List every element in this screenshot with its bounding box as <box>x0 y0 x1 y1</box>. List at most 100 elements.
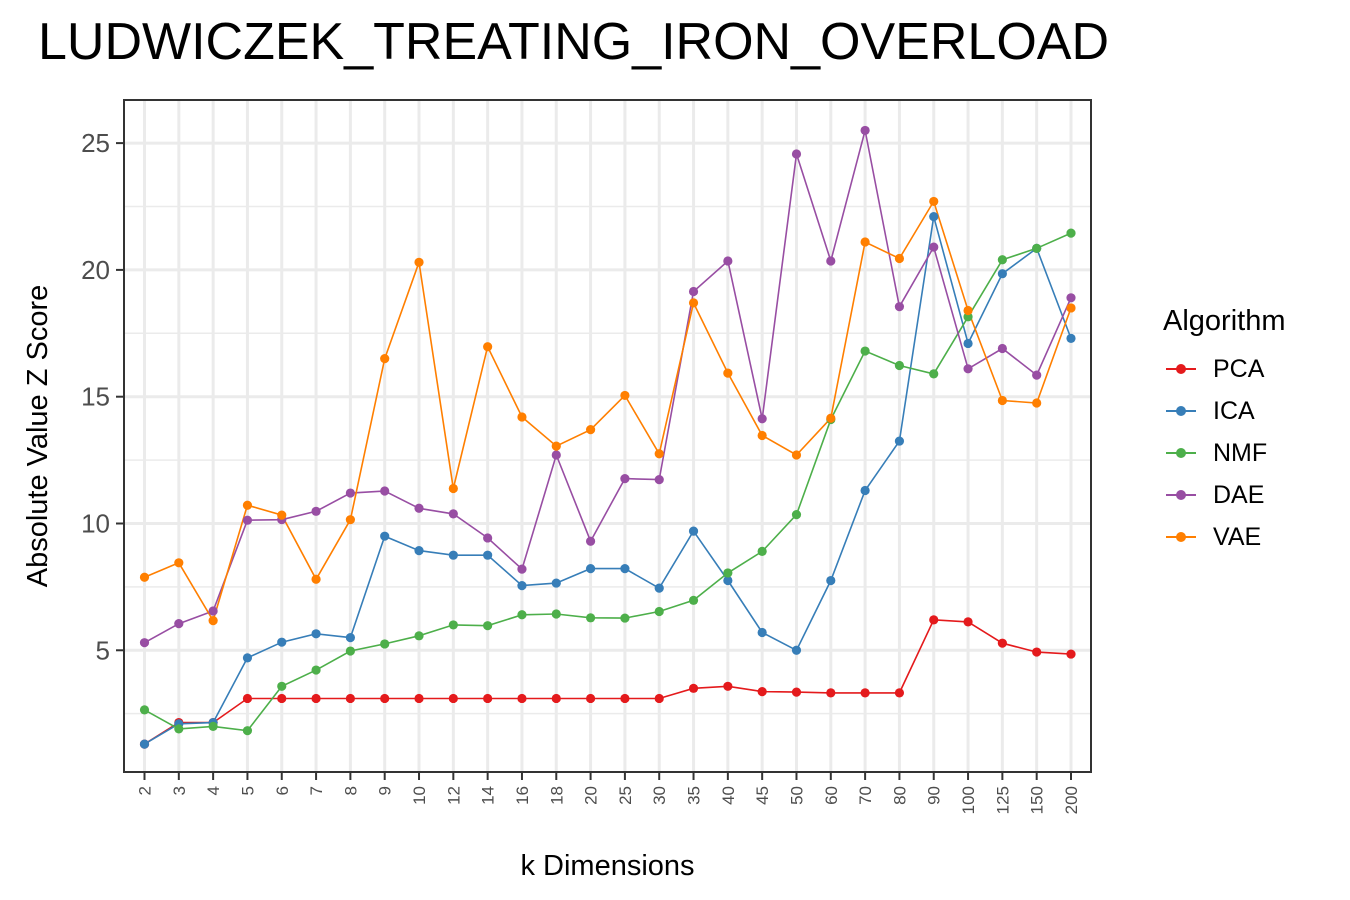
data-point-pca <box>517 693 527 704</box>
series-line-vae <box>144 199 1072 623</box>
data-point-dae <box>483 533 493 543</box>
x-tick-label: 125 <box>993 786 1012 814</box>
x-tick-label: 70 <box>856 786 875 805</box>
y-tick-label: 5 <box>96 635 110 665</box>
x-tick-label: 40 <box>719 786 738 805</box>
data-point-vae <box>414 257 424 267</box>
legend-item-pca: PCA <box>1163 348 1286 390</box>
data-point-dae <box>242 515 253 525</box>
data-point-nmf <box>311 665 321 675</box>
x-tick-label: 150 <box>1028 786 1047 814</box>
data-point-ica <box>380 531 390 541</box>
x-tick-label: 3 <box>170 786 189 795</box>
x-tick-label: 8 <box>341 786 360 795</box>
data-point-dae <box>894 302 905 312</box>
legend-key <box>1163 527 1199 547</box>
plot-border <box>123 99 1092 773</box>
data-point-vae <box>826 413 836 423</box>
data-point-dae <box>688 286 699 297</box>
x-tick-label: 60 <box>822 786 841 805</box>
data-point-dae <box>1066 293 1076 303</box>
data-point-dae <box>654 475 664 485</box>
data-point-nmf <box>174 724 184 734</box>
data-point-pca <box>1066 649 1076 659</box>
legend-label: PCA <box>1213 354 1265 383</box>
data-point-vae <box>311 574 321 584</box>
data-point-dae <box>585 536 596 546</box>
data-point-ica <box>757 627 767 638</box>
legend-key <box>1163 401 1199 421</box>
legend-label: ICA <box>1213 396 1255 425</box>
data-point-pca <box>448 693 458 704</box>
data-point-pca <box>414 693 424 704</box>
data-point-dae <box>208 606 218 616</box>
data-point-dae <box>345 488 355 498</box>
data-point-ica <box>997 269 1007 279</box>
data-point-nmf <box>894 360 905 371</box>
data-point-pca <box>894 688 905 698</box>
x-tick-label: 200 <box>1062 786 1081 814</box>
data-point-nmf <box>242 726 253 736</box>
data-point-pca <box>860 688 870 698</box>
data-point-dae <box>757 414 767 424</box>
legend-label: DAE <box>1213 480 1265 509</box>
series-line-ica <box>144 216 1072 745</box>
x-tick-label: 7 <box>307 786 326 795</box>
data-point-vae <box>997 395 1007 406</box>
data-point-pca <box>757 687 767 697</box>
x-tick-label: 12 <box>444 786 463 805</box>
data-point-nmf <box>654 606 664 617</box>
data-point-nmf <box>1032 243 1042 253</box>
data-point-ica <box>929 212 939 222</box>
data-point-nmf <box>1066 228 1076 238</box>
x-tick-label: 16 <box>513 786 532 805</box>
data-point-dae <box>723 256 733 266</box>
data-point-dae <box>826 256 836 266</box>
data-point-vae <box>929 196 939 207</box>
legend-item-vae: VAE <box>1163 516 1286 558</box>
data-point-ica <box>585 564 596 574</box>
data-point-vae <box>551 441 561 451</box>
data-point-vae <box>894 253 905 264</box>
x-tick-label: 45 <box>753 786 772 805</box>
legend-item-ica: ICA <box>1163 390 1286 432</box>
data-point-vae <box>517 412 527 422</box>
data-point-vae <box>277 510 287 520</box>
y-tick-label: 15 <box>81 382 110 412</box>
data-point-nmf <box>860 346 870 356</box>
data-point-pca <box>654 693 664 704</box>
x-tick-label: 5 <box>238 786 257 795</box>
series-line-dae <box>144 130 1072 644</box>
data-point-nmf <box>757 546 767 556</box>
legend-key <box>1163 485 1199 505</box>
legend-label: NMF <box>1213 438 1268 467</box>
data-point-vae <box>688 298 699 308</box>
data-point-dae <box>517 564 527 574</box>
data-point-nmf <box>208 721 218 731</box>
data-point-pca <box>483 693 493 704</box>
data-point-nmf <box>791 510 802 520</box>
data-point-nmf <box>963 312 973 322</box>
data-point-nmf <box>277 681 287 691</box>
x-tick-label: 10 <box>410 786 429 805</box>
data-point-dae <box>997 343 1007 354</box>
x-tick-label: 20 <box>582 786 601 805</box>
data-point-nmf <box>688 595 699 605</box>
data-point-vae <box>791 450 802 460</box>
chart-title: LUDWICZEK_TREATING_IRON_OVERLOAD <box>38 13 1110 71</box>
data-point-vae <box>585 425 596 435</box>
data-point-ica <box>551 578 561 588</box>
data-point-dae <box>174 619 184 629</box>
data-point-pca <box>997 638 1007 648</box>
legend-key <box>1163 443 1199 463</box>
data-point-pca <box>277 693 287 704</box>
data-point-ica <box>345 633 355 643</box>
data-point-vae <box>757 430 767 441</box>
data-point-dae <box>139 638 150 648</box>
data-point-dae <box>620 474 630 484</box>
data-point-ica <box>963 338 973 349</box>
data-point-pca <box>242 693 253 704</box>
data-point-dae <box>448 509 458 519</box>
data-point-ica <box>277 637 287 647</box>
